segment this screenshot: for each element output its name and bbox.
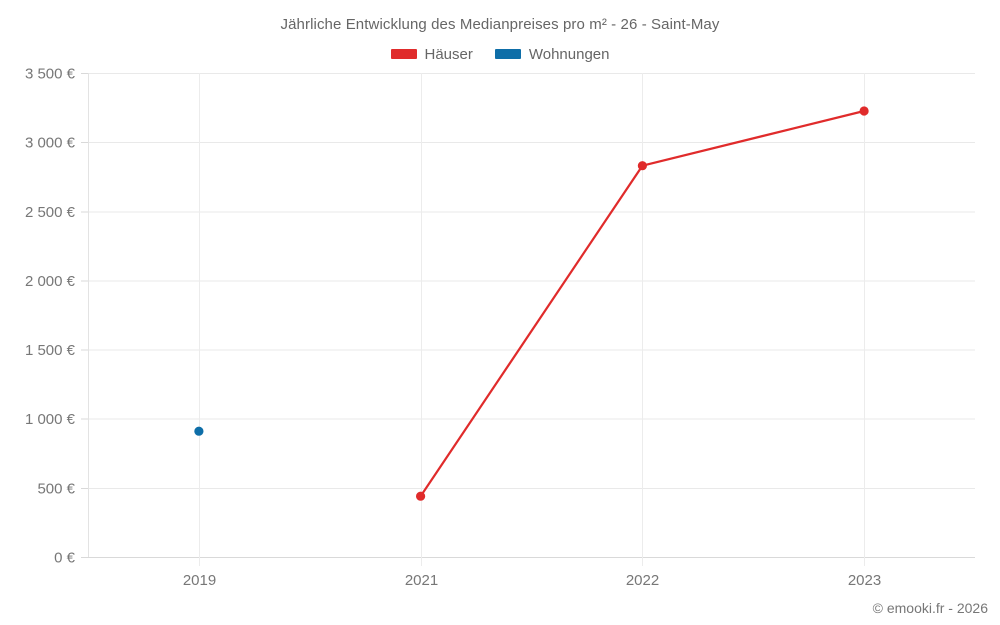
legend-swatch-wohnungen: [494, 49, 521, 59]
y-axis-tick-label: 2 000 €: [25, 273, 76, 290]
x-axis-tick-label: 2021: [405, 572, 438, 589]
data-point-häuser-2022[interactable]: [637, 161, 648, 171]
y-axis-tick-label: 3 000 €: [25, 135, 76, 152]
legend-item-wohnungen[interactable]: Wohnungen: [494, 45, 610, 63]
y-axis-tick-label: 0 €: [54, 550, 76, 567]
chart-legend: Häuser Wohnungen: [0, 43, 1000, 65]
chart-title: Jährliche Entwicklung des Medianpreises …: [280, 16, 720, 33]
y-axis-tick-label: 1 500 €: [25, 342, 76, 359]
data-point-wohnungen-2019[interactable]: [194, 426, 204, 436]
x-axis-tick-label: 2022: [626, 572, 659, 589]
legend-label-hauser: Häuser: [424, 45, 473, 63]
legend-item-hauser[interactable]: Häuser: [390, 45, 473, 63]
x-axis-tick-label: 2023: [848, 572, 881, 589]
y-axis-tick-label: 1 000 €: [25, 411, 76, 428]
footer-credit: © emooki.fr - 2026: [872, 600, 988, 616]
x-axis-tick-label: 2019: [183, 572, 216, 589]
y-axis-tick-label: 2 500 €: [25, 204, 76, 221]
legend-swatch-hauser: [390, 49, 417, 59]
data-point-häuser-2021[interactable]: [416, 491, 426, 501]
y-axis-tick-label: 500 €: [37, 480, 75, 497]
data-point-häuser-2023[interactable]: [859, 106, 869, 116]
y-axis-tick-label: 3 500 €: [25, 66, 76, 83]
legend-label-wohnungen: Wohnungen: [528, 45, 610, 63]
